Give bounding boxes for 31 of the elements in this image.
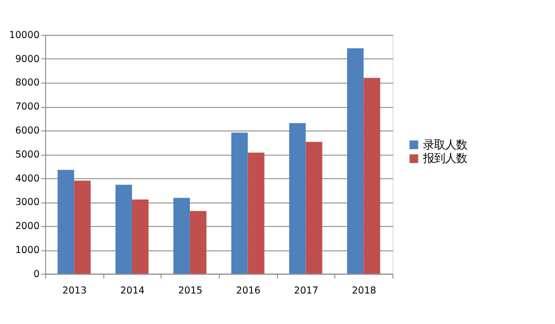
bar: [132, 199, 149, 274]
y-tick-label: 6000: [15, 126, 40, 137]
x-tick-label: 2013: [62, 285, 87, 296]
y-tick-label: 8000: [15, 78, 40, 89]
bar: [173, 198, 190, 274]
bar: [347, 48, 364, 274]
bar: [364, 78, 380, 274]
legend-label: 报到人数: [422, 152, 467, 166]
y-tick-label: 3000: [15, 197, 40, 208]
y-tick-label: 7000: [15, 102, 40, 113]
bar: [248, 152, 264, 274]
x-tick-label: 2015: [178, 285, 203, 296]
x-tick-label: 2014: [120, 285, 145, 296]
y-tick-label: 5000: [15, 149, 40, 160]
y-tick-label: 4000: [15, 173, 40, 184]
x-tick-label: 2016: [236, 285, 260, 296]
x-tick-label: 2018: [352, 285, 376, 296]
bar: [190, 210, 206, 274]
y-tick-label: 0: [33, 268, 40, 280]
y-tick-label: 1000: [15, 244, 40, 256]
bar: [231, 132, 248, 274]
bar: [58, 170, 74, 274]
bar: [115, 184, 132, 274]
y-tick-label: 9000: [15, 54, 40, 65]
bar: [289, 123, 306, 274]
bar: [74, 180, 91, 274]
legend-label: 录取人数: [422, 138, 467, 152]
bar: [306, 142, 322, 274]
x-tick-label: 2017: [294, 285, 318, 296]
y-tick-label: 2000: [15, 221, 40, 232]
y-tick-label: 10000: [9, 30, 40, 41]
